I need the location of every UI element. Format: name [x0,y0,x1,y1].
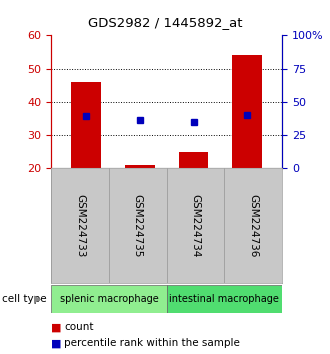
Bar [179,152,208,168]
Bar [125,165,154,168]
Bar [167,168,224,283]
Text: GSM224735: GSM224735 [133,194,143,257]
Bar [109,168,167,283]
Bar [51,285,167,313]
Text: GSM224734: GSM224734 [190,194,201,257]
Bar [224,168,282,283]
Text: ■: ■ [51,322,62,332]
Text: intestinal macrophage: intestinal macrophage [170,294,279,304]
Bar [51,168,109,283]
Bar [232,55,262,168]
Text: ▶: ▶ [34,294,42,304]
Text: percentile rank within the sample: percentile rank within the sample [64,338,240,348]
Bar [167,285,282,313]
Bar [71,82,101,168]
Text: cell type: cell type [2,294,46,304]
Text: ■: ■ [51,338,62,348]
Text: GDS2982 / 1445892_at: GDS2982 / 1445892_at [88,16,242,29]
Text: GSM224733: GSM224733 [75,194,85,257]
Text: GSM224736: GSM224736 [248,194,258,257]
Text: count: count [64,322,94,332]
Text: splenic macrophage: splenic macrophage [59,294,158,304]
